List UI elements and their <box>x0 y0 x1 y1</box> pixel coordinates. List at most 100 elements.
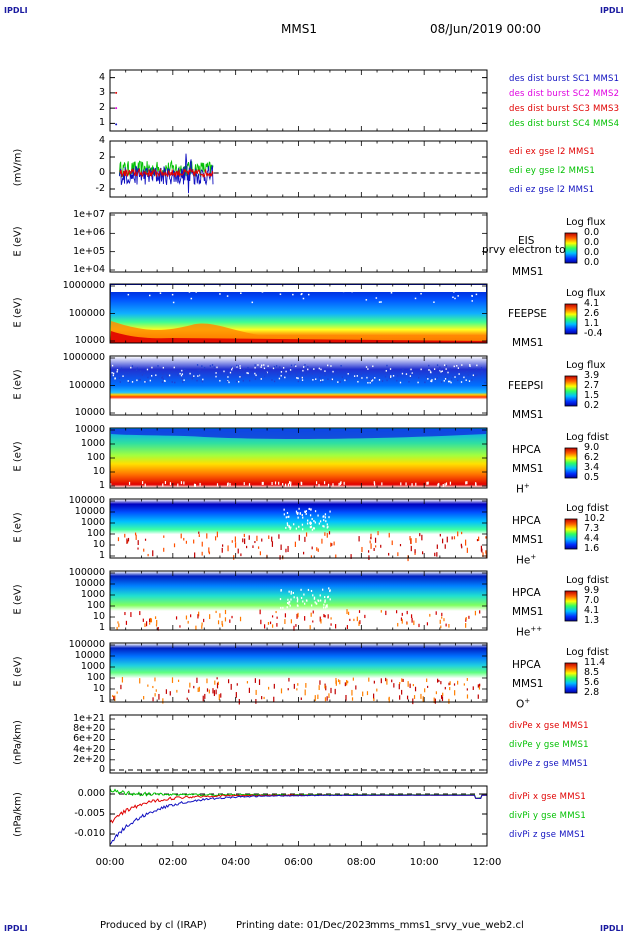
feeps-i-panel-noise <box>122 375 124 377</box>
hpca-he-panel-noise <box>163 547 165 552</box>
hpca-he-panel-ytick-label: 10000 <box>74 506 105 517</box>
hpca-hepp-panel-noise <box>327 596 329 599</box>
hpca-he-panel-noise <box>380 544 382 548</box>
feeps-i-panel-cb-value-1: 3.9 <box>584 370 600 381</box>
edi-panel-series-3 <box>119 167 214 179</box>
feeps-i-panel-noise <box>361 377 363 379</box>
feeps-i-panel-noise <box>476 364 478 367</box>
divpi-panel-series-1 <box>109 788 487 799</box>
feeps-i-panel-noise <box>263 375 266 378</box>
hpca-hepp-panel-noise <box>190 614 192 618</box>
feeps-i-panel-noise <box>450 381 452 384</box>
hpca-hepp-panel-noise <box>145 621 148 627</box>
feeps-i-panel-noise <box>111 371 113 374</box>
hpca-hepp-panel-colorbar <box>564 590 578 622</box>
feeps-i-panel-noise <box>301 379 304 381</box>
hpca-hepp-panel-noise <box>335 624 337 629</box>
feeps-i-panel-noise <box>280 374 282 377</box>
hpca-he-panel-noise <box>312 527 315 530</box>
edi-panel-legend-1: edi ex gse l2 MMS1 <box>509 147 595 157</box>
hpca-o-panel-noise <box>324 685 326 689</box>
hpca-he-panel-noise <box>311 546 313 550</box>
feeps-i-panel-noise <box>167 375 169 378</box>
hpca-hepp-panel-noise <box>306 599 308 602</box>
hpca-hepp-panel-noise <box>364 614 366 619</box>
hpca-hepp-panel-noise <box>124 611 126 616</box>
hpca-o-panel-noise <box>437 678 439 683</box>
feeps-i-panel-noise <box>467 374 469 376</box>
hpca-he-panel-noise <box>322 515 324 518</box>
hpca-he-panel-noise <box>134 532 137 536</box>
hpca-o-panel-noise <box>401 678 403 682</box>
feeps-i-panel-ytick-label: 10000 <box>74 407 105 418</box>
hpca-h-panel-ytick-label: 10000 <box>74 424 105 435</box>
hpca-he-panel-noise <box>478 536 480 541</box>
hpca-h-panel-noise <box>278 481 280 485</box>
hpca-hepp-panel-noise <box>197 614 199 619</box>
feeps-i-panel-noise <box>446 377 449 380</box>
hpca-h-panel-noise <box>248 483 251 487</box>
hpca-hepp-panel-noise <box>319 616 321 622</box>
hpca-h-panel-high-energy <box>111 429 486 439</box>
hpca-he-panel-noise <box>287 515 289 518</box>
feeps-i-panel-noise <box>131 365 134 367</box>
feeps-i-panel-noise <box>453 365 455 368</box>
feeps-i-panel-noise <box>162 366 164 369</box>
feeps-i-panel-noise <box>428 369 430 371</box>
hpca-he-panel-noise <box>173 543 176 548</box>
hpca-o-panel-noise <box>401 689 403 695</box>
hpca-hepp-panel-noise <box>349 618 351 622</box>
feeps-i-panel-noise <box>331 378 334 381</box>
hpca-he-panel-noise <box>436 552 438 557</box>
hpca-hepp-panel-noise <box>288 602 290 605</box>
hpca-hepp-panel-noise <box>441 612 443 617</box>
divpi-panel-legend-2: divPi y gse MMS1 <box>509 811 586 821</box>
feeps-i-panel-noise <box>297 380 299 383</box>
feeps-e-panel-gap-pixel <box>262 290 264 293</box>
hpca-o-panel-noise <box>300 697 302 700</box>
hpca-hepp-panel-noise <box>347 611 350 615</box>
hpca-he-panel-noise <box>296 512 298 515</box>
feeps-e-panel-gap-pixel <box>184 290 186 292</box>
hpca-he-panel-ylabel: E (eV) <box>12 511 24 543</box>
divpe-panel-ytick-label: 8e+20 <box>73 723 105 735</box>
feeps-i-panel-noise <box>318 367 320 370</box>
hpca-o-panel-noise <box>165 689 167 694</box>
feeps-i-panel-cb-title: Log flux <box>566 360 606 371</box>
divpe-panel-legend-3: divPe z gse MMS1 <box>509 759 589 769</box>
hpca-o-panel-ylabel: E (eV) <box>12 655 24 687</box>
feeps-e-panel-gap-pixel <box>301 293 303 295</box>
hpca-o-panel-noise <box>433 697 435 704</box>
hpca-o-panel-noise <box>362 691 364 697</box>
hpca-hepp-panel-noise <box>144 623 146 628</box>
feeps-i-panel-noise <box>408 380 410 383</box>
hpca-hepp-panel-noise <box>380 610 382 613</box>
hpca-he-panel-noise <box>221 547 223 553</box>
hpca-o-panel-noise <box>296 688 298 691</box>
hpca-hepp-panel-noise <box>323 603 325 606</box>
hpca-o-panel-noise <box>273 683 275 689</box>
hpca-o-panel-noise <box>216 677 218 680</box>
hpca-hepp-panel-noise <box>198 611 200 617</box>
hpca-he-panel-noise <box>222 544 224 547</box>
eis-panel-cb-value-2: 0.0 <box>584 237 600 248</box>
feeps-i-panel-noise <box>436 377 438 379</box>
hpca-he-panel-noise <box>288 515 290 518</box>
hpca-hepp-panel-noise <box>271 624 274 628</box>
hpca-he-panel-noise <box>201 551 203 556</box>
divpi-panel-ytick-label: 0.000 <box>77 788 105 799</box>
hpca-o-panel-noise <box>139 678 141 684</box>
hpca-o-panel-noise <box>466 694 469 699</box>
hpca-hepp-panel-noise <box>312 594 314 597</box>
eis-panel-frame <box>109 212 488 273</box>
hpca-hepp-panel-noise <box>284 619 286 624</box>
hpca-he-panel-noise <box>231 540 233 543</box>
des-dist-panel-legend-2: des dist burst SC2 MMS2 <box>509 89 620 99</box>
feeps-e-panel-cb-value-2: 2.6 <box>584 308 600 319</box>
hpca-h-panel-noise <box>169 482 172 486</box>
hpca-o-panel-cb-value-4: 2.8 <box>584 687 600 698</box>
hpca-he-panel-noise <box>399 544 402 547</box>
feeps-i-panel-noise <box>474 374 477 377</box>
hpca-hepp-panel-noise <box>201 625 203 629</box>
hpca-o-panel-noise <box>204 693 206 699</box>
